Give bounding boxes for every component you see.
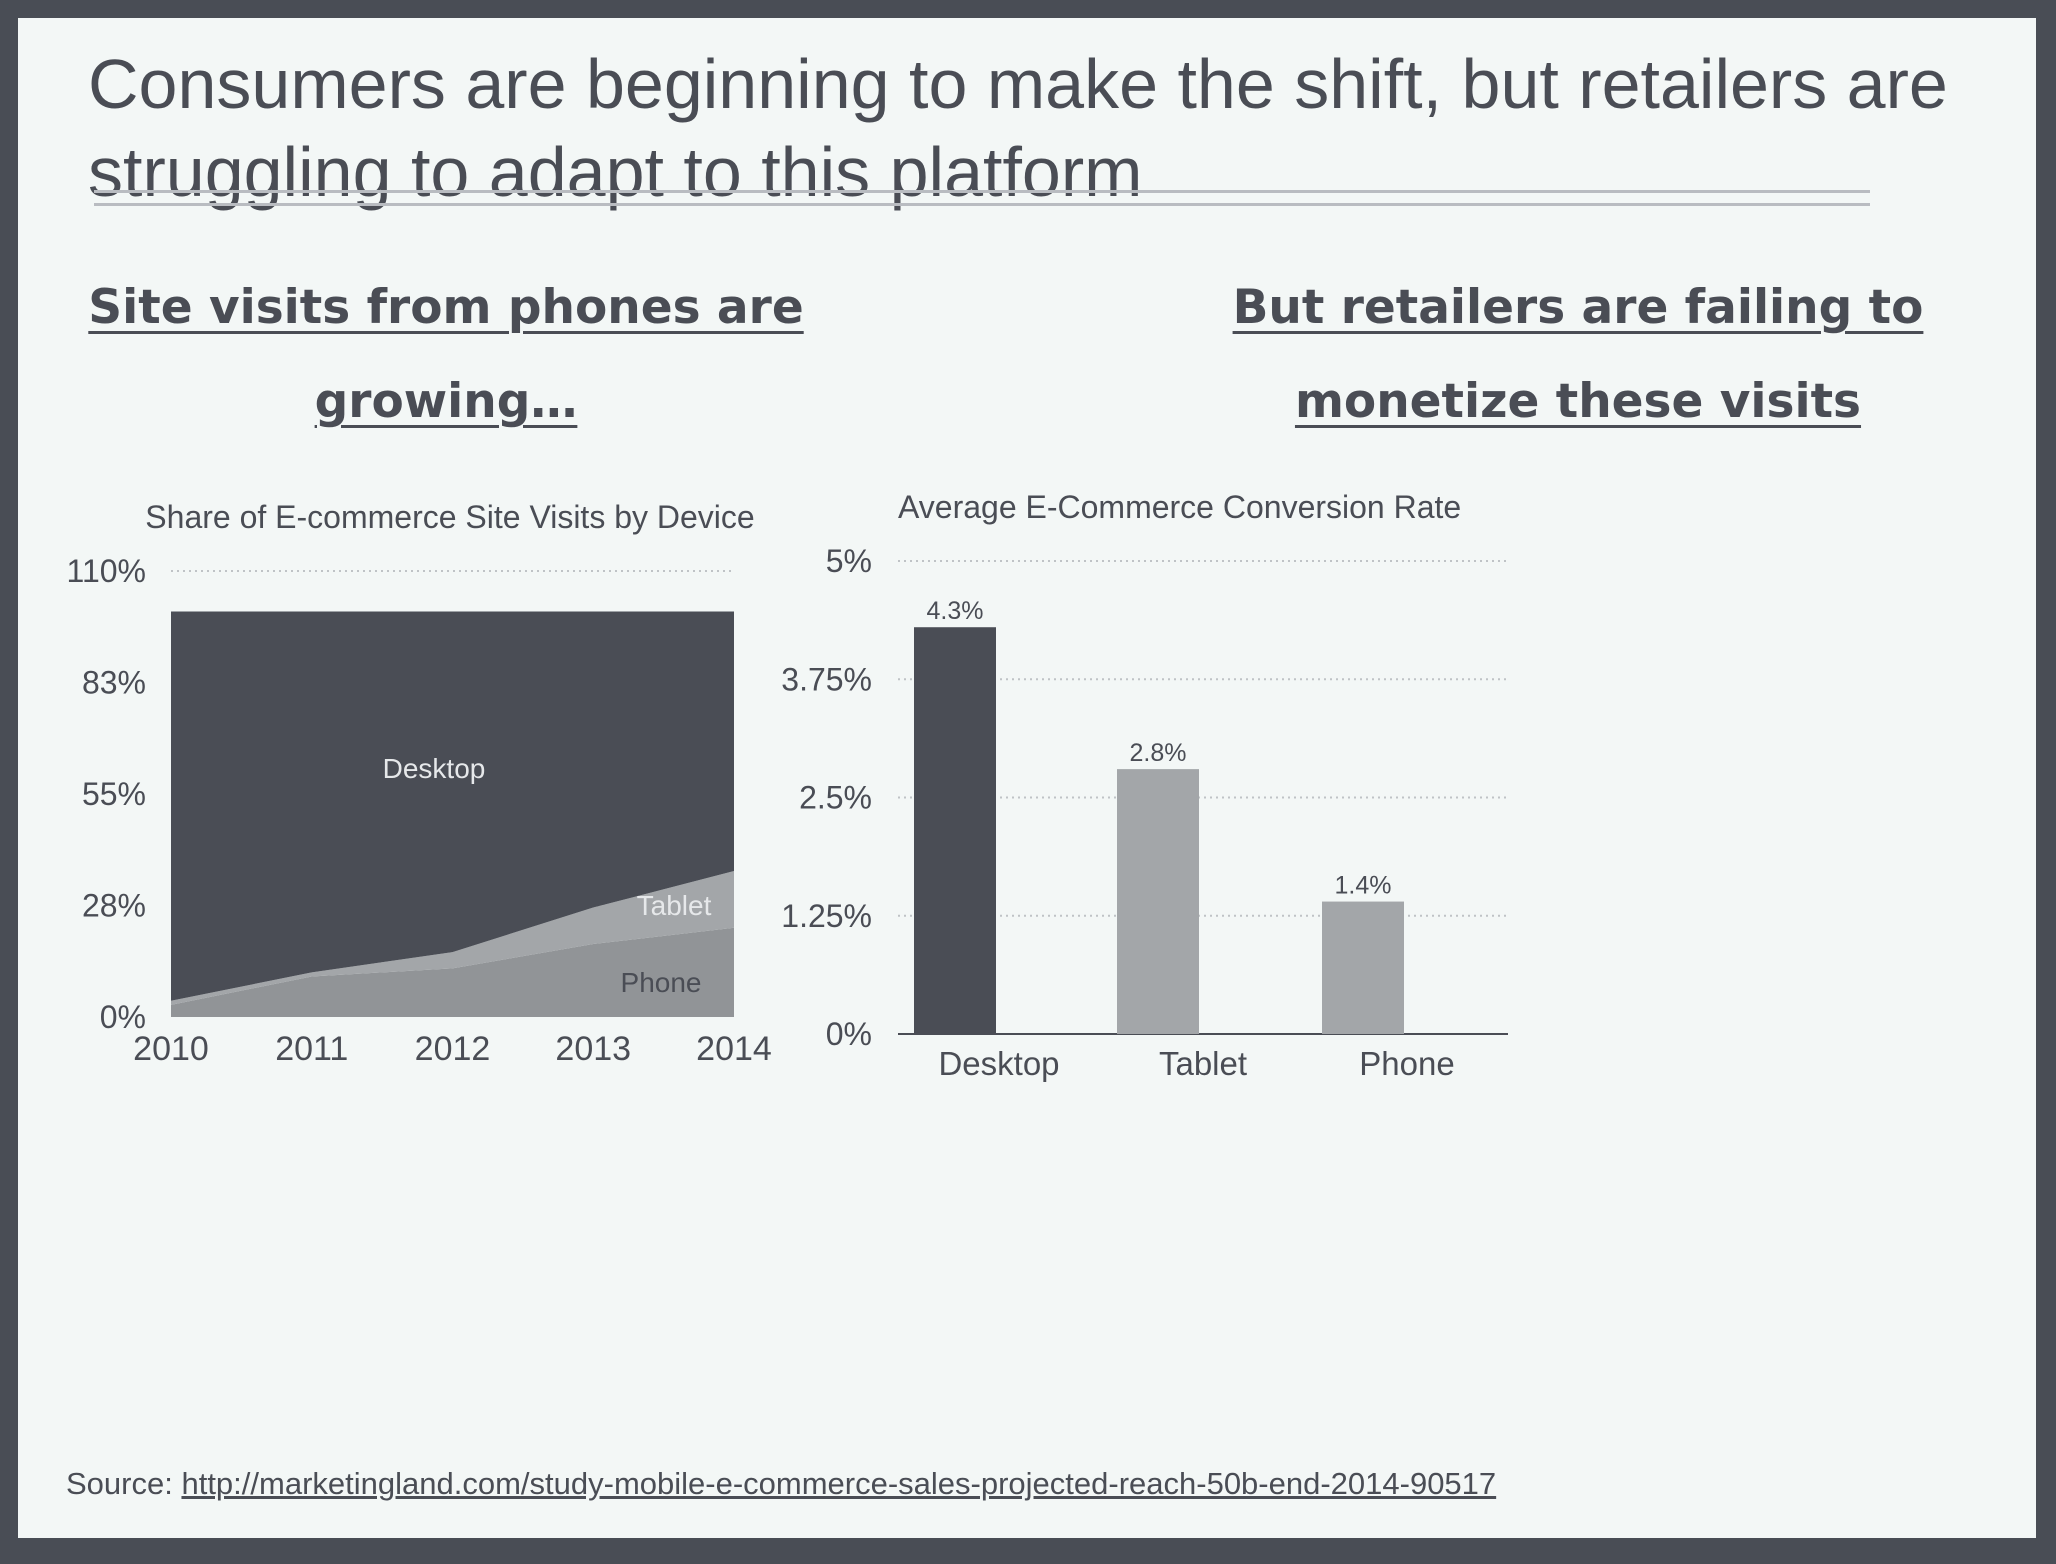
- bar-chart-title: Average E-Commerce Conversion Rate: [898, 489, 1461, 525]
- bar-chart: 4.3% Desktop 2.8% Tablet 1.4% Phone 0% 1.25% 2.…: [781, 489, 1508, 1082]
- title-rule-bottom: [94, 203, 1870, 206]
- area-x-tick-label: 2012: [415, 1030, 491, 1068]
- bar-chart-bars: 4.3% Desktop 2.8% Tablet 1.4% Phone: [914, 597, 1455, 1082]
- area-series-phone: [171, 927, 734, 1017]
- area-x-tick-label: 2013: [555, 1030, 631, 1068]
- bar-category-label: Tablet: [1159, 1045, 1247, 1082]
- right-heading: But retailers are failing to monetize th…: [1232, 280, 1924, 429]
- bar-chart-ticks: 0% 1.25% 2.5% 3.75% 5%: [781, 543, 872, 1052]
- slide: Consumers are beginning to make the shif…: [18, 18, 2036, 1538]
- bar-y-tick-label: 3.75%: [781, 661, 872, 697]
- area-y-tick-label: 0%: [100, 999, 146, 1035]
- source-label: Source:: [66, 1466, 173, 1501]
- bar-y-tick-label: 1.25%: [781, 898, 872, 934]
- area-x-tick-label: 2014: [696, 1030, 772, 1068]
- bar-y-tick-label: 0%: [826, 1016, 872, 1052]
- left-heading: Site visits from phones are growing…: [88, 280, 804, 429]
- area-chart-areas: [171, 611, 734, 1017]
- area-label-tablet: Tablet: [637, 890, 712, 921]
- source-note: Source: http://marketingland.com/study-m…: [66, 1466, 1496, 1502]
- area-y-tick-label: 28%: [82, 888, 146, 924]
- bar-data-label: 4.3%: [927, 597, 984, 625]
- bar-category-label: Phone: [1359, 1045, 1454, 1082]
- bar-tablet: [1117, 769, 1199, 1034]
- bar-category-label: Desktop: [938, 1045, 1059, 1082]
- bar-chart-grid: [898, 560, 1508, 1035]
- bar-data-label: 2.8%: [1130, 739, 1187, 767]
- area-x-tick-label: 2010: [133, 1030, 209, 1068]
- bar-data-label: 1.4%: [1335, 872, 1392, 900]
- title-rule-top: [94, 190, 1870, 193]
- area-y-tick-label: 83%: [82, 665, 146, 701]
- area-label-desktop: Desktop: [383, 753, 486, 784]
- area-x-tick-label: 2011: [275, 1030, 348, 1068]
- area-y-tick-label: 110%: [67, 553, 146, 589]
- area-series-tablet: [171, 871, 734, 1005]
- bar-desktop: [914, 627, 996, 1034]
- source-link[interactable]: http://marketingland.com/study-mobile-e-…: [181, 1466, 1497, 1501]
- area-chart: 0% 28% 55% 83% 110% 2010 2011 2012 2013 2014 Phon…: [67, 499, 772, 1068]
- area-chart-series-labels: Phone Tablet Desktop: [383, 753, 712, 998]
- bar-y-tick-label: 2.5%: [799, 780, 872, 816]
- area-label-phone: Phone: [621, 967, 702, 998]
- bar-phone: [1322, 901, 1404, 1034]
- bar-y-tick-label: 5%: [826, 543, 872, 579]
- area-chart-ticks: 0% 28% 55% 83% 110% 2010 2011 2012 2013 2014: [67, 553, 772, 1068]
- area-series-desktop: [171, 611, 734, 1001]
- slide-title: Consumers are beginning to make the shif…: [88, 45, 1948, 211]
- area-y-tick-label: 55%: [82, 776, 146, 812]
- area-chart-title: Share of E-commerce Site Visits by Devic…: [145, 499, 754, 535]
